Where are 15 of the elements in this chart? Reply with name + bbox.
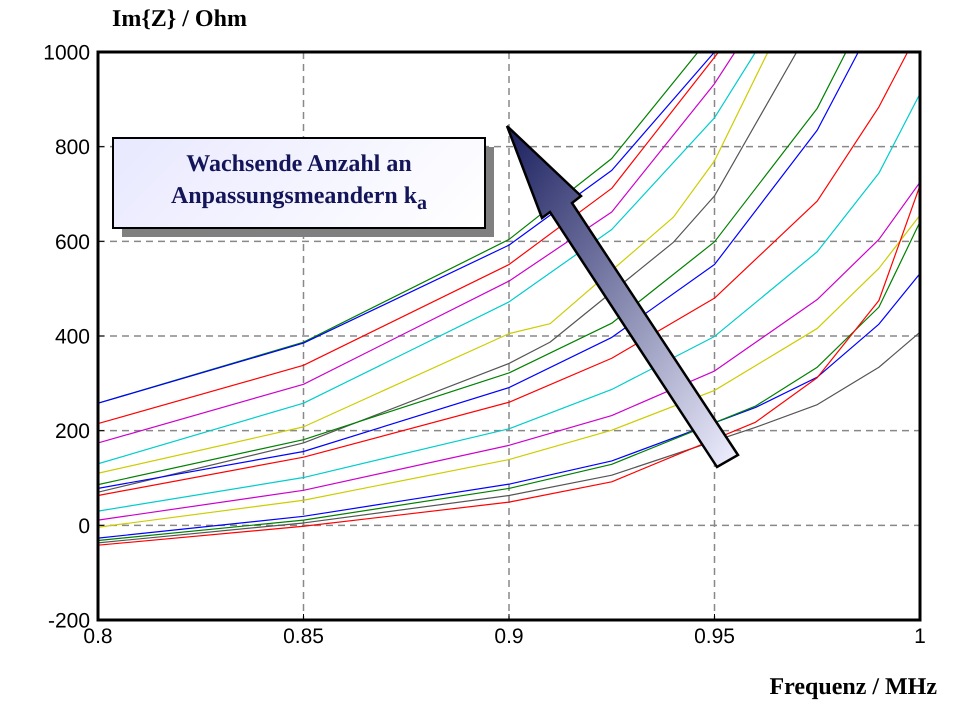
x-tick-label: 0.9 <box>494 624 524 648</box>
x-tick-label: 0.95 <box>694 624 735 648</box>
x-axis-title: Frequenz / MHz <box>769 674 937 700</box>
x-tick-label: 0.85 <box>283 624 324 648</box>
y-tick-label: 600 <box>54 230 90 254</box>
line-series <box>98 272 920 539</box>
y-tick-label: 1000 <box>43 41 90 64</box>
y-tick-label: 200 <box>54 420 90 444</box>
y-tick-label: 0 <box>78 514 90 538</box>
line-series <box>98 332 920 544</box>
x-tick-label: 1 <box>914 624 926 648</box>
y-axis-title: Im{Z} / Ohm <box>112 6 247 32</box>
y-tick-label: 400 <box>54 325 90 348</box>
y-tick-label: 800 <box>54 136 90 160</box>
annotation: Wachsende Anzahl an Anpassungsmeandern k$_{a}$ <box>170 150 428 214</box>
